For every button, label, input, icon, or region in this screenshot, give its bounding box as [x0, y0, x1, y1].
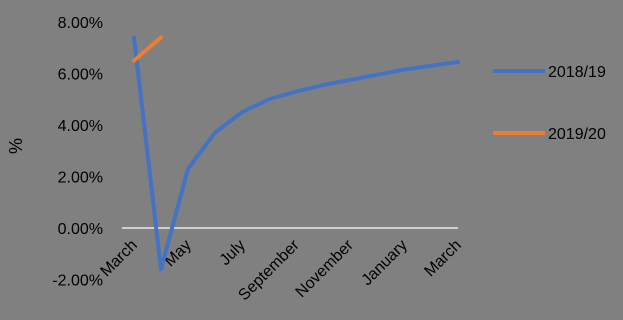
y-axis-title: % — [6, 138, 26, 154]
y-tick-label: 6.00% — [58, 67, 103, 84]
x-tick-label: March — [97, 237, 140, 280]
x-tick-label: November — [293, 236, 358, 301]
x-tick-label: July — [217, 237, 249, 269]
legend-label: 2019/20 — [548, 126, 606, 143]
legend-label: 2018/19 — [548, 64, 606, 81]
x-tick-label: March — [421, 237, 464, 280]
y-tick-label: 4.00% — [58, 118, 103, 135]
series-line-2018-19 — [132, 35, 460, 272]
y-tick-label: 8.00% — [58, 15, 103, 32]
y-tick-label: 2.00% — [58, 170, 103, 187]
y-tick-label: 0.00% — [58, 221, 103, 238]
series-layer — [132, 35, 460, 272]
y-tick-label: -2.00% — [52, 273, 103, 290]
y-axis: -2.00% 0.00% 2.00% 4.00% 6.00% 8.00% — [52, 15, 103, 290]
x-tick-label: January — [359, 237, 411, 289]
legend: 2018/19 2019/20 — [493, 64, 606, 143]
series-line-2019-20 — [132, 35, 163, 63]
